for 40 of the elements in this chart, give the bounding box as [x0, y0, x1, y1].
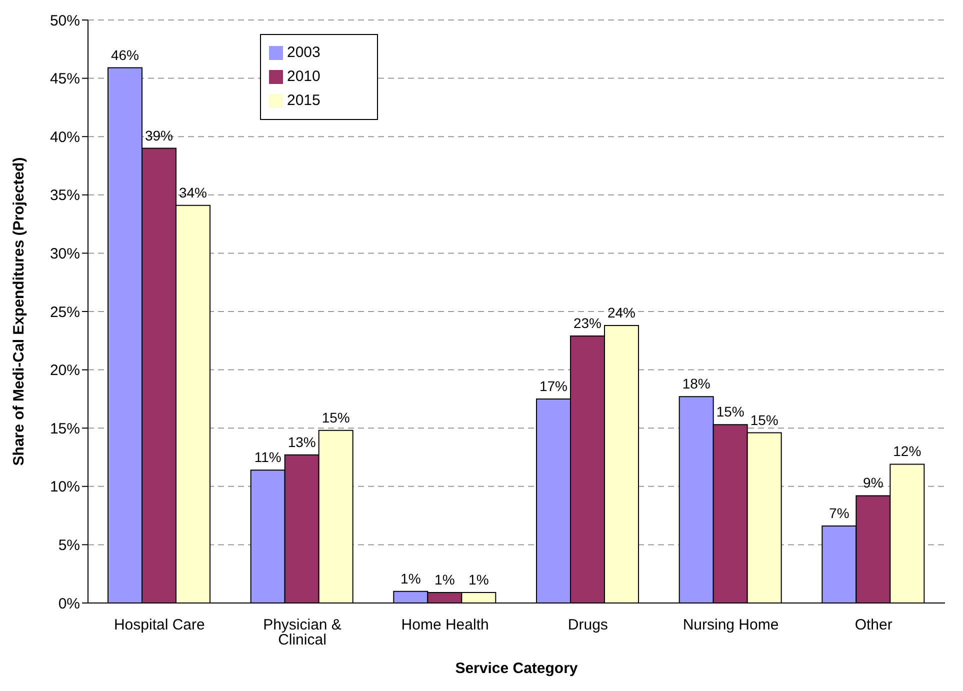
data-label: 9%: [863, 474, 884, 491]
x-tick-label: Drugs: [568, 616, 608, 634]
data-label: 34%: [178, 184, 208, 200]
y-tick-label: 50%: [50, 12, 80, 30]
data-label: 12%: [893, 443, 922, 460]
x-tick-label: Other: [854, 616, 892, 634]
data-label: 17%: [539, 378, 568, 394]
legend-label: 2003: [287, 44, 320, 61]
data-label: 24%: [607, 304, 636, 320]
y-tick-label: 0%: [58, 595, 80, 612]
x-tick-label: Hospital Care: [114, 616, 205, 634]
y-tick-label: 20%: [50, 362, 80, 380]
legend-label: 2015: [287, 92, 320, 109]
y-axis-title: Share of Medi-Cal Expenditures (Projected): [10, 157, 28, 466]
data-label: 1%: [434, 572, 455, 588]
data-label: 46%: [110, 46, 140, 63]
y-tick-label: 35%: [50, 187, 80, 204]
data-label: 15%: [322, 409, 350, 426]
x-tick-label: Home Health: [401, 616, 489, 634]
data-label: 1%: [400, 570, 421, 586]
y-tick-label: 30%: [50, 246, 80, 263]
y-tick-label: 10%: [50, 478, 80, 496]
y-tick-label: 40%: [50, 128, 80, 146]
y-tick-label: 25%: [50, 304, 80, 321]
data-label: 11%: [254, 449, 282, 466]
data-label: 15%: [750, 412, 778, 428]
data-label: 7%: [829, 505, 850, 522]
data-label: 1%: [468, 572, 489, 588]
y-tick-label: 5%: [58, 537, 80, 554]
data-label: 39%: [144, 127, 174, 144]
x-tick-label: Nursing Home: [682, 616, 779, 634]
y-tick-label: 45%: [50, 70, 80, 88]
legend-label: 2010: [287, 68, 320, 85]
data-label: 23%: [573, 314, 602, 331]
y-tick-label: 15%: [50, 420, 80, 438]
x-axis-title: Service Category: [455, 660, 578, 677]
data-label: 18%: [682, 376, 710, 392]
data-label: 15%: [716, 404, 744, 420]
x-tick-label: Physician & Clinical: [263, 616, 342, 649]
data-label: 13%: [288, 434, 316, 450]
